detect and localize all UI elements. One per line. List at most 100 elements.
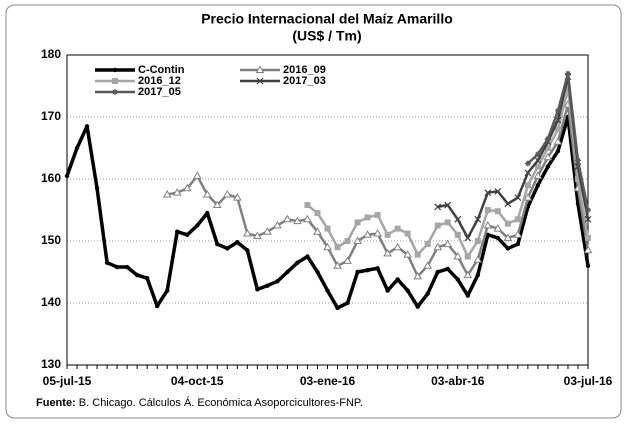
x-tick-label: 04-oct-15	[171, 374, 224, 388]
point	[395, 277, 400, 282]
y-tick-label: 130	[41, 357, 61, 371]
point	[134, 272, 140, 278]
point	[345, 300, 350, 306]
point	[84, 124, 90, 129]
point	[435, 269, 440, 275]
point	[215, 241, 220, 247]
chart-title: Precio Internacional del Maíz Amarillo	[201, 11, 453, 27]
point	[464, 253, 471, 260]
point	[305, 254, 310, 259]
point	[524, 160, 531, 167]
point	[293, 216, 302, 225]
point	[484, 207, 491, 213]
point	[104, 260, 110, 265]
point	[485, 232, 491, 237]
point	[314, 210, 321, 217]
point	[524, 169, 532, 177]
point	[255, 287, 260, 292]
x-tick-label: 03-jul-16	[564, 374, 613, 388]
point	[514, 216, 521, 223]
point	[534, 156, 542, 164]
point	[295, 260, 300, 265]
point	[363, 230, 372, 238]
point	[334, 244, 341, 251]
point	[504, 220, 511, 227]
point	[564, 86, 571, 93]
point	[275, 279, 280, 284]
point	[154, 303, 160, 309]
point	[144, 276, 150, 281]
point	[374, 211, 381, 218]
point	[523, 193, 533, 201]
point	[503, 233, 513, 241]
x-tick-label: 05-jul-15	[43, 374, 92, 388]
point	[355, 269, 360, 275]
point	[364, 214, 371, 221]
legend-label: 2017_03	[283, 75, 326, 87]
point	[454, 215, 462, 223]
point	[245, 248, 250, 253]
point	[325, 288, 330, 293]
point	[544, 135, 551, 142]
point	[185, 232, 190, 237]
point	[263, 227, 272, 235]
point	[192, 171, 202, 179]
point	[544, 145, 551, 151]
point	[545, 164, 551, 169]
legend-label: 2016_12	[138, 75, 181, 87]
point	[574, 157, 581, 164]
point	[484, 189, 492, 197]
point	[283, 214, 292, 223]
point	[433, 242, 443, 251]
point	[585, 263, 591, 268]
point	[323, 242, 332, 251]
point	[424, 241, 431, 248]
point	[383, 248, 392, 257]
point	[273, 221, 282, 229]
point	[175, 229, 180, 234]
point	[444, 219, 451, 226]
legend-label: 2017_05	[138, 86, 181, 98]
point	[443, 239, 453, 248]
point	[504, 200, 512, 208]
point	[465, 293, 470, 298]
point	[413, 271, 423, 280]
point	[553, 137, 563, 145]
point	[205, 210, 210, 216]
point	[172, 188, 182, 196]
point	[114, 264, 120, 270]
point	[483, 221, 493, 229]
point	[64, 173, 70, 179]
point	[535, 183, 541, 188]
y-tick-label: 140	[41, 295, 61, 309]
point	[74, 145, 80, 151]
point	[112, 78, 118, 84]
point	[373, 229, 382, 237]
legend-label: 2016_09	[283, 64, 326, 76]
point	[354, 219, 361, 226]
point	[493, 224, 503, 232]
point	[455, 277, 460, 282]
point	[564, 70, 571, 77]
point	[195, 223, 200, 228]
point	[235, 240, 240, 245]
point	[474, 215, 482, 223]
point	[533, 171, 543, 179]
point	[232, 193, 242, 201]
point	[425, 291, 430, 296]
point	[434, 222, 441, 229]
point	[404, 230, 411, 237]
y-tick-label: 160	[41, 171, 61, 185]
point	[505, 246, 511, 251]
point	[415, 304, 420, 309]
point	[164, 288, 170, 293]
point	[393, 242, 403, 251]
point	[394, 225, 401, 232]
point	[495, 235, 501, 241]
point	[554, 107, 561, 114]
source: Fuente: B. Chicago. Cálculos Á. Económic…	[36, 396, 363, 409]
point	[463, 270, 473, 279]
point	[385, 288, 390, 293]
point	[584, 215, 592, 223]
